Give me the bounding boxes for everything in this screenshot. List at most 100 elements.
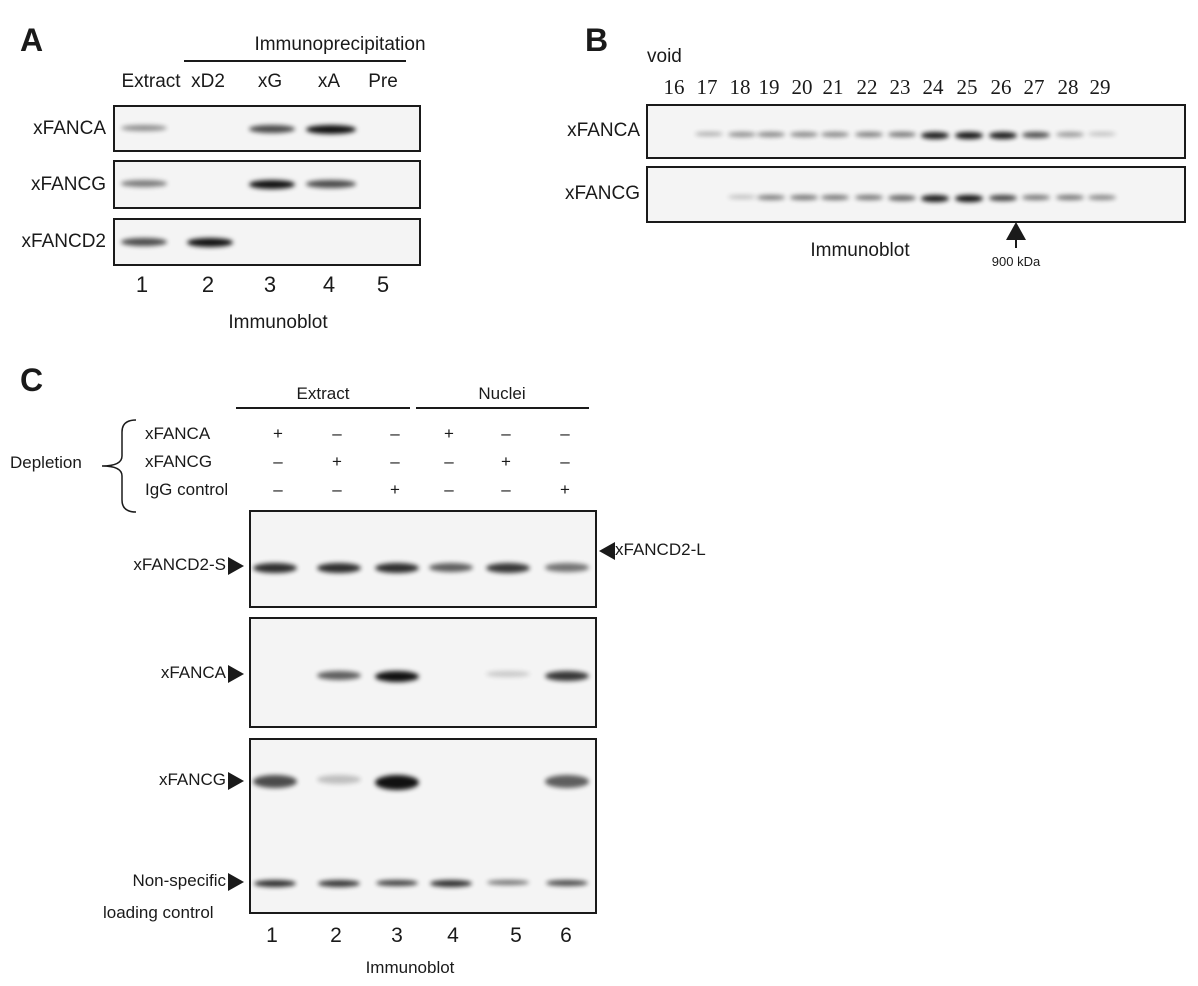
band — [317, 775, 361, 785]
lane-label: Pre — [368, 71, 398, 92]
depletion-sign: – — [444, 452, 454, 471]
band — [921, 194, 949, 203]
depletion-sign: + — [444, 424, 454, 443]
band — [888, 131, 916, 138]
panel-b-footer: Immunoblot — [810, 240, 910, 261]
band — [318, 879, 360, 887]
lane-label: xG — [257, 71, 283, 92]
panel-c-label: C — [20, 362, 44, 398]
band — [821, 131, 849, 138]
band — [790, 131, 818, 138]
loading-control-label-2: loading control — [103, 903, 214, 922]
fraction-number: 29 — [1089, 75, 1111, 99]
fraction-number: 22 — [856, 75, 878, 99]
depletion-sign: – — [273, 480, 283, 499]
panel-c-blot-xfancg — [249, 738, 597, 914]
fraction-number: 21 — [822, 75, 844, 99]
group-extract-line — [236, 407, 410, 409]
band — [757, 194, 785, 201]
lane-label: xD2 — [191, 71, 225, 92]
band — [1088, 131, 1116, 137]
band — [989, 194, 1017, 202]
lane-number: 6 — [560, 924, 572, 947]
band — [790, 194, 818, 201]
depletion-sign: – — [444, 480, 454, 499]
depletion-row-label: xFANCA — [145, 424, 211, 443]
lane-number: 3 — [263, 272, 277, 297]
panel-c-blot-xfanca — [249, 617, 597, 728]
depletion-sign: – — [560, 452, 570, 471]
band — [728, 194, 756, 200]
fraction-number: 28 — [1057, 75, 1079, 99]
panel-a-footer: Immunoblot — [228, 312, 328, 333]
blot-label-xfancd2-s: xFANCD2-S — [133, 555, 226, 574]
depletion-sign: – — [332, 424, 342, 443]
panel-a-header: Immunoprecipitation — [254, 34, 426, 55]
band — [306, 180, 356, 188]
band — [375, 775, 419, 791]
depletion-row-label: xFANCG — [145, 452, 213, 471]
depletion-sign: – — [560, 424, 570, 443]
arrow-right-icon — [228, 665, 244, 683]
lane-number: 3 — [391, 924, 403, 947]
panel-a-blot-xfanca — [113, 105, 421, 152]
fraction-number: 23 — [889, 75, 911, 99]
panel-a-row-label: xFANCA — [33, 118, 106, 139]
group-extract-label: Extract — [296, 384, 350, 403]
band — [121, 180, 167, 187]
band — [253, 563, 297, 574]
depletion-sign: – — [390, 452, 400, 471]
band — [121, 125, 167, 132]
band — [429, 563, 473, 572]
band — [121, 238, 167, 246]
band — [728, 131, 756, 137]
marker-label: 900 kDa — [991, 254, 1041, 269]
panel-c-blot-xfancd2 — [249, 510, 597, 608]
arrow-right-icon — [228, 873, 244, 891]
band — [821, 194, 849, 201]
band — [253, 775, 297, 789]
panel-a-blot-xfancd2 — [113, 218, 421, 266]
fraction-number: 20 — [791, 75, 813, 99]
band — [254, 879, 296, 887]
lane-number: 4 — [322, 272, 336, 297]
band — [306, 125, 356, 134]
band — [486, 671, 530, 678]
panel-a-row-label: xFANCG — [31, 174, 106, 195]
band — [545, 563, 589, 572]
depletion-sign: – — [501, 424, 511, 443]
panel-b-label: B — [585, 22, 609, 58]
arrow-left-icon — [599, 542, 615, 560]
fraction-number: 25 — [956, 75, 978, 99]
band — [955, 131, 983, 140]
loading-control-label-1: Non-specific — [132, 871, 226, 890]
blot-label-xfancg: xFANCG — [158, 770, 226, 789]
band — [1022, 194, 1050, 201]
panel-a-header-line — [184, 60, 406, 62]
band — [249, 180, 295, 189]
depletion-sign: + — [501, 452, 511, 471]
arrow-right-icon — [228, 772, 244, 790]
lane-number: 2 — [201, 272, 215, 297]
panel-b-row-label: xFANCA — [567, 120, 640, 141]
blot-label-xfanca: xFANCA — [160, 663, 226, 682]
band — [757, 131, 785, 138]
group-nuclei-line — [416, 407, 589, 409]
depletion-sign: + — [332, 452, 342, 471]
depletion-sign: + — [390, 480, 400, 499]
band — [989, 131, 1017, 140]
lane-label: Extract — [121, 71, 181, 92]
band — [546, 879, 588, 887]
band — [1056, 194, 1084, 201]
band — [317, 563, 361, 574]
band — [855, 131, 883, 138]
band — [1022, 131, 1050, 139]
band — [1056, 131, 1084, 137]
depletion-row-label: IgG control — [145, 480, 229, 499]
band — [430, 879, 472, 887]
panel-b-blot-xfanca — [646, 104, 1186, 159]
band — [375, 563, 419, 574]
fraction-number: 24 — [922, 75, 944, 99]
panel-a-row-label: xFANCD2 — [21, 231, 106, 252]
